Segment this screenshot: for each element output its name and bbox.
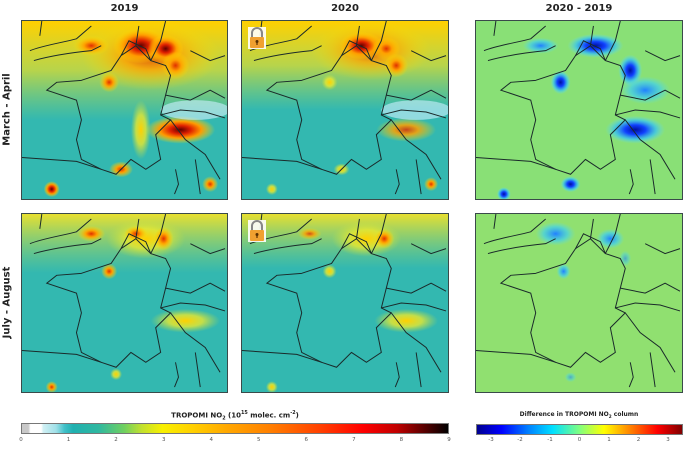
tick-label: 1 [66,437,71,443]
tick-label: 3 [666,437,670,443]
padlock-icon [248,220,266,242]
colorbar-no2-title-text: TROPOMI NO [171,411,223,420]
colorbar-no2 [21,423,449,434]
map-panel-march-april-2020 [241,20,449,200]
colorbar-diff-title-sub: 2 [608,414,612,420]
map-panel-july-august-2020 [241,213,449,393]
colorbar-no2-title-sub: 2 [222,415,226,422]
colorbar-no2-title-rest: (10 [225,411,241,420]
column-title-2020: 2020 [331,3,359,14]
tick-label: 4 [209,437,213,443]
tick-label: 0 [577,437,582,443]
column-title-difference: 2020 - 2019 [545,3,613,14]
tick-label: 0 [19,437,23,443]
row-label-july-august: July - August [1,266,13,339]
tick-label: -2 [517,437,523,443]
colorbar-no2-title-sup: 15 [240,410,248,416]
tick-label: 6 [304,437,309,443]
map-panel-march-april-diff [475,20,683,200]
row-label-march-april: March - April [1,73,13,146]
colorbar-diff-title-text: Difference in TROPOMI NO [519,411,609,418]
padlock-icon [248,27,266,49]
colorbar-no2-title-close: ) [295,411,299,420]
colorbar-no2-title: TROPOMI NO2 (1015 molec. cm-2) [21,410,449,422]
tick-label: 3 [161,437,166,443]
tick-label: 2 [114,437,118,443]
tick-label: 7 [352,437,356,443]
colorbar-diff [476,424,683,435]
map-panel-march-april-2019 [21,20,228,200]
map-panel-july-august-2019 [21,213,228,393]
tick-label: -3 [488,437,494,443]
tick-label: 9 [447,437,451,443]
tick-label: 5 [257,437,261,443]
tick-label: -1 [547,437,553,443]
tick-label: 2 [636,437,641,443]
colorbar-diff-title-rest: column [611,411,639,418]
map-panel-july-august-diff [475,213,683,393]
colorbar-diff-title: Difference in TROPOMI NO2 column [475,411,683,419]
column-title-2019: 2019 [110,3,139,14]
colorbar-no2-title-unit: molec. cm [247,411,291,420]
colorbar-no2-title-unit-sup: -2 [290,410,296,416]
tick-label: 1 [607,437,611,443]
tick-label: 8 [399,437,404,443]
